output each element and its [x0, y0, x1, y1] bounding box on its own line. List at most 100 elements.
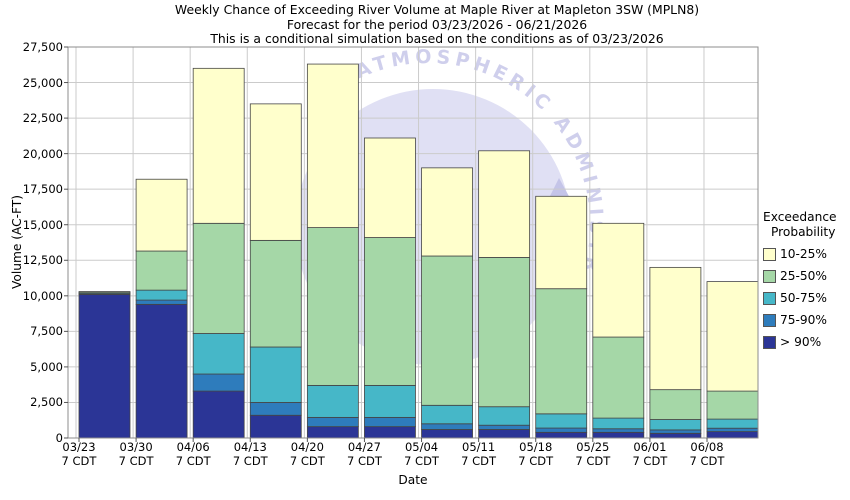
bar-segment	[535, 427, 588, 433]
x-tick-time: 7 CDT	[232, 453, 268, 468]
x-tick-date: 03/30	[119, 440, 153, 454]
bar-04/06	[192, 67, 245, 439]
x-tick-date: 05/04	[404, 440, 439, 454]
x-tick-label: 05/11 7 CDT	[451, 440, 507, 468]
x-tick-time: 7 CDT	[118, 453, 154, 468]
legend-item: 25-50%	[763, 265, 850, 287]
bar-segment	[421, 429, 473, 439]
bar-segment	[78, 293, 131, 439]
bar-segment	[306, 426, 359, 439]
y-tick-label: 20,000	[22, 146, 63, 161]
plot-frame	[67, 46, 759, 439]
bar-segment	[592, 428, 645, 433]
bar-04/13	[249, 103, 302, 439]
bar-03/23	[78, 291, 131, 439]
x-tick-date: 05/18	[519, 440, 553, 454]
bar-segment	[306, 416, 359, 428]
bar-segment	[135, 289, 188, 301]
x-tick-date: 04/27	[347, 440, 382, 454]
legend-label: 50-75%	[780, 291, 827, 305]
bar-segment	[249, 414, 302, 439]
x-tick-date: 03/23	[62, 440, 96, 454]
bar-segment	[649, 432, 702, 439]
legend-label: 25-50%	[780, 269, 827, 283]
y-tick-label: 2,500	[30, 395, 63, 410]
x-tick-time: 7 CDT	[61, 453, 97, 468]
bar-05/25	[592, 222, 645, 439]
bar-segment	[249, 103, 302, 241]
bar-segment	[364, 237, 416, 386]
x-tick-date: 05/11	[462, 440, 496, 454]
bar-05/18	[535, 195, 588, 439]
bar-04/20	[306, 63, 359, 439]
y-tick-label: 17,500	[22, 182, 63, 197]
legend-item: 50-75%	[763, 287, 850, 309]
x-tick-label: 04/20 7 CDT	[279, 440, 335, 468]
bar-segment	[535, 288, 588, 415]
bar-segment	[535, 431, 588, 439]
bar-03/30	[135, 178, 188, 439]
bar-segment	[592, 417, 645, 430]
page-title: Weekly Chance of Exceeding River Volume …	[174, 2, 700, 17]
legend-title-line2: Probability	[771, 224, 836, 239]
x-tick-label: 03/30 7 CDT	[108, 440, 164, 468]
legend-title: Exceedance Probability	[763, 210, 850, 239]
x-tick-label: 05/04 7 CDT	[394, 440, 450, 468]
x-tick-label: 06/08 7 CDT	[679, 440, 735, 468]
bar-segment	[478, 406, 531, 426]
bar-segment	[649, 419, 702, 431]
bar-segment	[192, 373, 245, 392]
bar-segment	[535, 413, 588, 429]
bar-segment	[706, 281, 759, 392]
bar-segment	[364, 384, 416, 418]
y-tick-label: 12,500	[22, 253, 63, 268]
y-axis-label: Volume (AC-FT)	[10, 195, 24, 289]
x-tick-time: 7 CDT	[404, 453, 439, 468]
bar-segment	[478, 424, 531, 430]
x-tick-time: 7 CDT	[632, 453, 668, 468]
bar-04/27	[364, 137, 416, 439]
bar-06/08	[706, 281, 759, 439]
bar-segment	[478, 150, 531, 258]
bar-segment	[421, 404, 473, 425]
legend-item: 75-90%	[763, 309, 850, 331]
bar-segment	[249, 346, 302, 403]
x-tick-date: 04/06	[176, 440, 210, 454]
y-tick-label: 27,500	[22, 40, 63, 54]
bar-segment	[306, 384, 359, 418]
bar-segment	[249, 402, 302, 416]
x-axis-label: Date	[398, 473, 428, 487]
bar-segment	[249, 239, 302, 348]
chart-svg: ND ATMOSPHERIC ADMINISTR	[64, 46, 759, 442]
y-tick-label: 7,500	[30, 324, 63, 339]
bar-05/11	[478, 150, 531, 439]
bar-segment	[592, 336, 645, 419]
x-tick-date: 04/20	[290, 440, 324, 454]
x-tick-label: 03/23 7 CDT	[51, 440, 107, 468]
bar-segment	[364, 426, 416, 439]
legend-label: > 90%	[780, 335, 822, 349]
x-tick-date: 05/25	[576, 440, 610, 454]
x-tick-label: 06/01 7 CDT	[622, 440, 678, 468]
bar-segment	[421, 255, 473, 406]
axis-ticks	[64, 46, 708, 442]
y-tick-label: 15,000	[22, 217, 63, 232]
bar-05/04	[421, 167, 473, 439]
x-tick-date: 04/13	[233, 440, 267, 454]
bar-segment	[421, 423, 473, 430]
y-tick-label: 0	[55, 431, 63, 445]
legend-label: 10-25%	[780, 247, 827, 261]
bar-segment	[192, 333, 245, 375]
x-tick-date: 06/08	[690, 440, 724, 454]
legend: Exceedance Probability 10-25% 25-50% 50-75…	[763, 210, 850, 353]
x-tick-time: 7 CDT	[518, 453, 554, 468]
bar-segment	[78, 291, 131, 294]
x-tick-label: 04/13 7 CDT	[222, 440, 278, 468]
bar-06/01	[649, 266, 702, 439]
bar-segment	[192, 222, 245, 334]
bar-segment	[706, 390, 759, 420]
y-tick-label: 10,000	[22, 288, 63, 303]
bar-segment	[478, 429, 531, 439]
bar-segment	[706, 431, 759, 439]
x-tick-label: 04/27 7 CDT	[336, 440, 392, 468]
